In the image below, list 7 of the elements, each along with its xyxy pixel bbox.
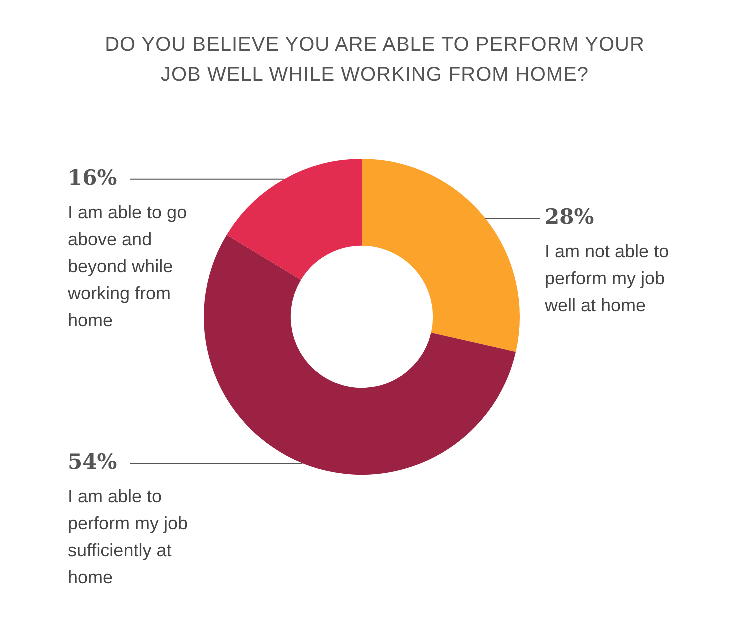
slice-label: I am able to perform my job sufficiently at home <box>68 486 188 588</box>
data-label: 16% <box>68 164 118 190</box>
slice-label: I am not able to perform my job well at home <box>544 241 670 316</box>
chart-title: DO YOU BELIEVE YOU ARE ABLE TO PERFORM YOUR JOB WELL WHILE WORKING FROM HOME? <box>104 33 646 88</box>
slice-label: I am able to go above and beyond while working from home <box>67 202 188 330</box>
data-label: 28% <box>545 204 594 229</box>
data-label: 54% <box>68 448 118 474</box>
